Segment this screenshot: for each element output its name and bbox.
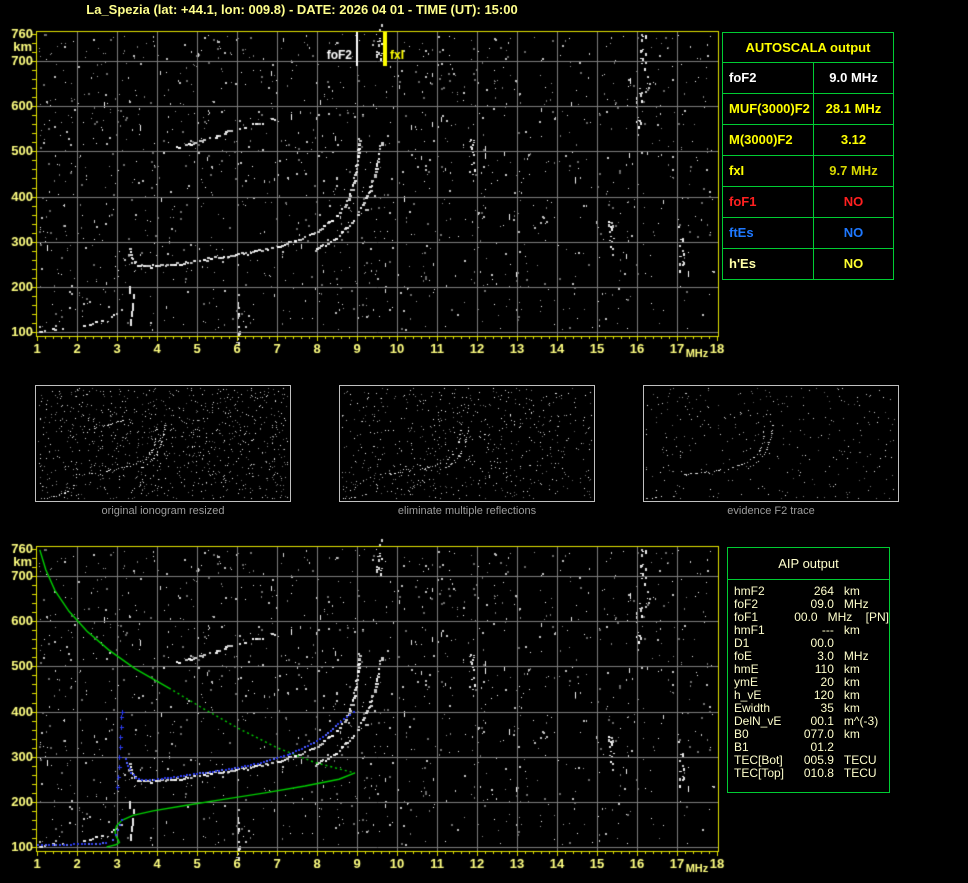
aip-row-foF1: foF1 00.0 MHz [PN]: [734, 611, 889, 624]
parameter-value: NO: [843, 194, 864, 209]
autoscala-row-ftEs: ftEs NO: [723, 217, 893, 248]
aip-output-table: AIP output hmF2 264 km foF2 09.0 MHz foF1 00.0 M…: [727, 547, 890, 793]
aip-unit: km: [843, 662, 860, 676]
aip-value: 077.0: [803, 727, 834, 741]
aip-unit: TECU: [843, 766, 877, 780]
thumbnail-caption-eliminate: eliminate multiple reflections: [397, 505, 537, 517]
parameter-value: NO: [843, 225, 864, 240]
parameter-value: 28.1 MHz: [825, 101, 882, 116]
aip-row-ymE: ymE 20 km: [734, 676, 889, 689]
aip-param: TEC[Bot]: [734, 753, 783, 767]
thumbnail-eliminate-reflections: [339, 385, 595, 502]
parameter-value: 9.0 MHz: [829, 70, 878, 85]
aip-value: 09.0: [810, 597, 834, 611]
aip-param: DelN_vE: [734, 714, 782, 728]
autoscala-row-MUF3000F2: MUF(3000)F2 28.1 MHz: [723, 93, 893, 124]
aip-param: TEC[Top]: [734, 766, 785, 780]
aip-unit: TECU: [843, 753, 877, 767]
autoscala-row-foF2: foF2 9.0 MHz: [723, 62, 893, 93]
aip-param: B1: [734, 740, 749, 754]
aip-value: 00.0: [794, 610, 818, 624]
aip-unit: MHz: [827, 610, 853, 624]
aip-value: 3.0: [817, 649, 834, 663]
aip-value: 110: [814, 662, 834, 676]
aip-param: hmF1: [734, 623, 765, 637]
thumbnail-caption-original: original ionogram resized: [101, 505, 225, 517]
autoscala-row-fxI: fxI 9.7 MHz: [723, 155, 893, 186]
aip-param: D1: [734, 636, 750, 650]
aip-param: foF2: [734, 597, 759, 611]
aip-row-TECBot: TEC[Bot] 005.9 TECU: [734, 754, 889, 767]
aip-row-B0: B0 077.0 km: [734, 728, 889, 741]
aip-param: foE: [734, 649, 753, 663]
aip-unit: km: [843, 688, 860, 702]
aip-row-Ewidth: Ewidth 35 km: [734, 702, 889, 715]
aip-unit: km: [843, 584, 860, 598]
thumbnail-canvas: [644, 386, 898, 501]
aip-row-hvE: h_vE 120 km: [734, 689, 889, 702]
aip-unit: m^(-3): [843, 714, 879, 728]
thumbnail-canvas: [340, 386, 594, 501]
aip-value: 00.1: [810, 714, 834, 728]
parameter-label: foF2: [723, 63, 814, 93]
aip-row-hmF1: hmF1 --- km: [734, 624, 889, 637]
aip-row-hmF2: hmF2 264 km: [734, 585, 889, 598]
aip-table-rows: hmF2 264 km foF2 09.0 MHz foF1 00.0 MHz [PN] hmF1-…: [728, 580, 889, 780]
autoscala-row-hEs: h'Es NO: [723, 248, 893, 279]
parameter-value: 9.7 MHz: [829, 163, 878, 178]
aip-value: 35: [820, 701, 834, 715]
aip-param: hmE: [734, 662, 759, 676]
aip-value: 120: [813, 688, 834, 702]
autoscala-output-table: AUTOSCALA output foF2 9.0 MHz MUF(3000)F2 2…: [722, 32, 894, 280]
aip-value: ---: [821, 623, 834, 637]
autoscala-row-M3000F2: M(3000)F2 3.12: [723, 124, 893, 155]
aip-unit: km: [843, 727, 860, 741]
thumbnail-canvas: [36, 386, 290, 501]
aip-value: 20: [820, 675, 834, 689]
aip-param: B0: [734, 727, 749, 741]
autoscala-table-rows: foF2 9.0 MHz MUF(3000)F2 28.1 MHz M(3000)F2 3…: [723, 62, 893, 279]
aip-param: h_vE: [734, 688, 762, 702]
aip-row-hmE: hmE 110 km: [734, 663, 889, 676]
aip-row-foF2: foF2 09.0 MHz: [734, 598, 889, 611]
aip-row-TECTop: TEC[Top] 010.8 TECU: [734, 767, 889, 780]
aip-value: 005.9: [803, 753, 834, 767]
parameter-value: 3.12: [840, 132, 867, 147]
aip-value: 264: [813, 584, 834, 598]
autoscala-row-foF1: foF1 NO: [723, 186, 893, 217]
aip-unit: MHz: [843, 649, 869, 663]
aip-row-D1: D1 00.0: [734, 637, 889, 650]
aip-row-DelNvE: DelN_vE 00.1 m^(-3): [734, 715, 889, 728]
thumbnail-evidence-f2-trace: [643, 385, 899, 502]
parameter-value: NO: [843, 256, 864, 271]
thumbnail-original-ionogram: [35, 385, 291, 502]
parameter-label: h'Es: [723, 249, 814, 279]
aip-unit: km: [843, 701, 860, 715]
aip-param: foF1: [734, 610, 759, 624]
aip-row-foE: foE 3.0 MHz: [734, 650, 889, 663]
aip-param: ymE: [734, 675, 758, 689]
parameter-label: M(3000)F2: [723, 125, 814, 155]
aip-unit: MHz: [843, 597, 869, 611]
aip-unit: km: [843, 623, 860, 637]
aip-value: 01.2: [810, 740, 834, 754]
aip-value: 010.8: [803, 766, 834, 780]
parameter-label: foF1: [723, 187, 814, 217]
aip-table-title: AIP output: [728, 548, 889, 580]
aip-unit: km: [843, 675, 860, 689]
aip-row-B1: B1 01.2: [734, 741, 889, 754]
parameter-label: MUF(3000)F2: [723, 94, 814, 124]
parameter-label: fxI: [723, 156, 814, 186]
aip-param: hmF2: [734, 584, 765, 598]
thumbnail-caption-evidence: evidence F2 trace: [727, 505, 815, 517]
aip-extra: [PN]: [865, 610, 889, 624]
autoscala-table-title: AUTOSCALA output: [745, 40, 871, 55]
aip-value: 00.0: [810, 636, 834, 650]
aip-param: Ewidth: [734, 701, 771, 715]
page-title: La_Spezia (lat: +44.1, lon: 009.8) - DAT…: [86, 2, 518, 17]
parameter-label: ftEs: [723, 218, 814, 248]
